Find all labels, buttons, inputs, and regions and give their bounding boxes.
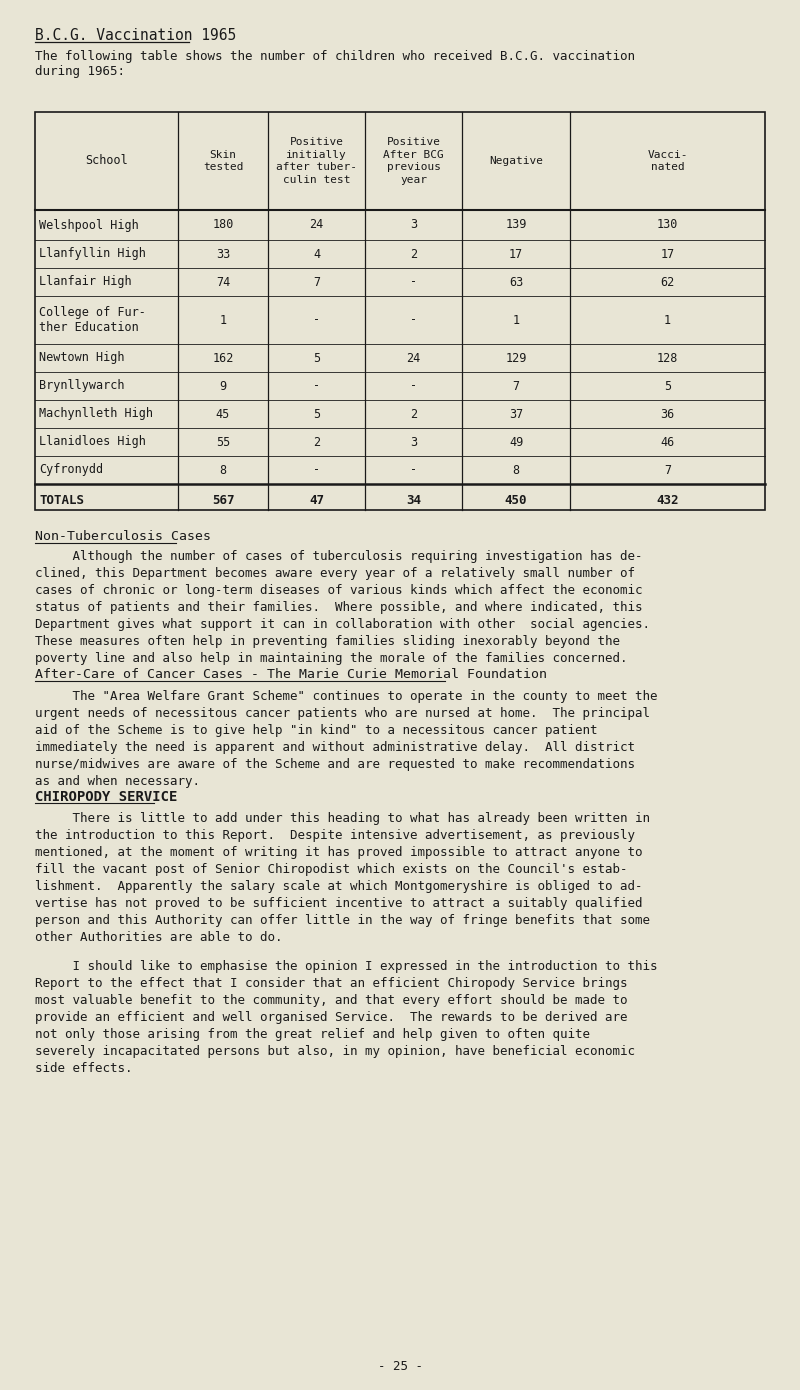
Text: -: - <box>410 314 417 327</box>
Text: -: - <box>410 463 417 477</box>
Text: 24: 24 <box>310 218 324 232</box>
Text: Newtown High: Newtown High <box>39 352 125 364</box>
Text: 2: 2 <box>313 435 320 449</box>
Text: 37: 37 <box>509 407 523 421</box>
Text: 7: 7 <box>513 379 519 392</box>
Text: 17: 17 <box>660 247 674 260</box>
Bar <box>35 113 765 510</box>
Text: 432: 432 <box>656 493 678 506</box>
Text: 2: 2 <box>410 407 417 421</box>
Text: 180: 180 <box>212 218 234 232</box>
Text: 36: 36 <box>660 407 674 421</box>
Text: Non-Tuberculosis Cases: Non-Tuberculosis Cases <box>35 530 211 543</box>
Text: 9: 9 <box>219 379 226 392</box>
Text: during 1965:: during 1965: <box>35 65 125 78</box>
Text: Llanfyllin High: Llanfyllin High <box>39 247 146 260</box>
Text: Positive
After BCG
previous
year: Positive After BCG previous year <box>383 136 444 185</box>
Text: B.C.G. Vaccination 1965: B.C.G. Vaccination 1965 <box>35 28 236 43</box>
Text: 34: 34 <box>406 493 421 506</box>
Text: 4: 4 <box>313 247 320 260</box>
Text: 5: 5 <box>313 407 320 421</box>
Text: 49: 49 <box>509 435 523 449</box>
Text: 74: 74 <box>216 275 230 289</box>
Text: 3: 3 <box>410 218 417 232</box>
Text: Machynlleth High: Machynlleth High <box>39 407 153 421</box>
Text: School: School <box>85 154 128 168</box>
Text: CHIROPODY SERVICE: CHIROPODY SERVICE <box>35 790 178 803</box>
Text: Although the number of cases of tuberculosis requiring investigation has de-
cli: Although the number of cases of tubercul… <box>35 550 650 664</box>
Text: Positive
initially
after tuber-
culin test: Positive initially after tuber- culin te… <box>276 136 357 185</box>
Text: 129: 129 <box>506 352 526 364</box>
Text: 7: 7 <box>313 275 320 289</box>
Text: -: - <box>313 314 320 327</box>
Text: 162: 162 <box>212 352 234 364</box>
Text: There is little to add under this heading to what has already been written in
th: There is little to add under this headin… <box>35 812 650 944</box>
Text: Negative: Negative <box>489 156 543 165</box>
Text: 5: 5 <box>664 379 671 392</box>
Text: 45: 45 <box>216 407 230 421</box>
Text: 17: 17 <box>509 247 523 260</box>
Text: 63: 63 <box>509 275 523 289</box>
Text: Cyfronydd: Cyfronydd <box>39 463 103 477</box>
Text: 8: 8 <box>219 463 226 477</box>
Text: Llanidloes High: Llanidloes High <box>39 435 146 449</box>
Text: 7: 7 <box>664 463 671 477</box>
Text: College of Fur-
ther Education: College of Fur- ther Education <box>39 306 146 334</box>
Text: 8: 8 <box>513 463 519 477</box>
Text: Skin
tested: Skin tested <box>202 150 243 172</box>
Text: Welshpool High: Welshpool High <box>39 218 138 232</box>
Text: Vacci-
nated: Vacci- nated <box>647 150 688 172</box>
Text: - 25 -: - 25 - <box>378 1359 422 1373</box>
Text: -: - <box>410 379 417 392</box>
Text: 47: 47 <box>309 493 324 506</box>
Text: 46: 46 <box>660 435 674 449</box>
Text: TOTALS: TOTALS <box>39 493 84 506</box>
Text: 130: 130 <box>657 218 678 232</box>
Text: The following table shows the number of children who received B.C.G. vaccination: The following table shows the number of … <box>35 50 635 63</box>
Text: 128: 128 <box>657 352 678 364</box>
Text: -: - <box>313 379 320 392</box>
Text: 1: 1 <box>513 314 519 327</box>
Text: 1: 1 <box>664 314 671 327</box>
Text: 2: 2 <box>410 247 417 260</box>
Text: I should like to emphasise the opinion I expressed in the introduction to this
R: I should like to emphasise the opinion I… <box>35 960 658 1074</box>
Text: 55: 55 <box>216 435 230 449</box>
Text: 450: 450 <box>505 493 527 506</box>
Text: Llanfair High: Llanfair High <box>39 275 132 289</box>
Text: 567: 567 <box>212 493 234 506</box>
Text: 1: 1 <box>219 314 226 327</box>
Text: -: - <box>410 275 417 289</box>
Text: 3: 3 <box>410 435 417 449</box>
Text: 24: 24 <box>406 352 421 364</box>
Text: 33: 33 <box>216 247 230 260</box>
Text: The "Area Welfare Grant Scheme" continues to operate in the county to meet the
u: The "Area Welfare Grant Scheme" continue… <box>35 689 658 788</box>
Text: 5: 5 <box>313 352 320 364</box>
Text: 139: 139 <box>506 218 526 232</box>
Text: After-Care of Cancer Cases - The Marie Curie Memorial Foundation: After-Care of Cancer Cases - The Marie C… <box>35 669 547 681</box>
Text: -: - <box>313 463 320 477</box>
Text: Brynllywarch: Brynllywarch <box>39 379 125 392</box>
Text: 62: 62 <box>660 275 674 289</box>
